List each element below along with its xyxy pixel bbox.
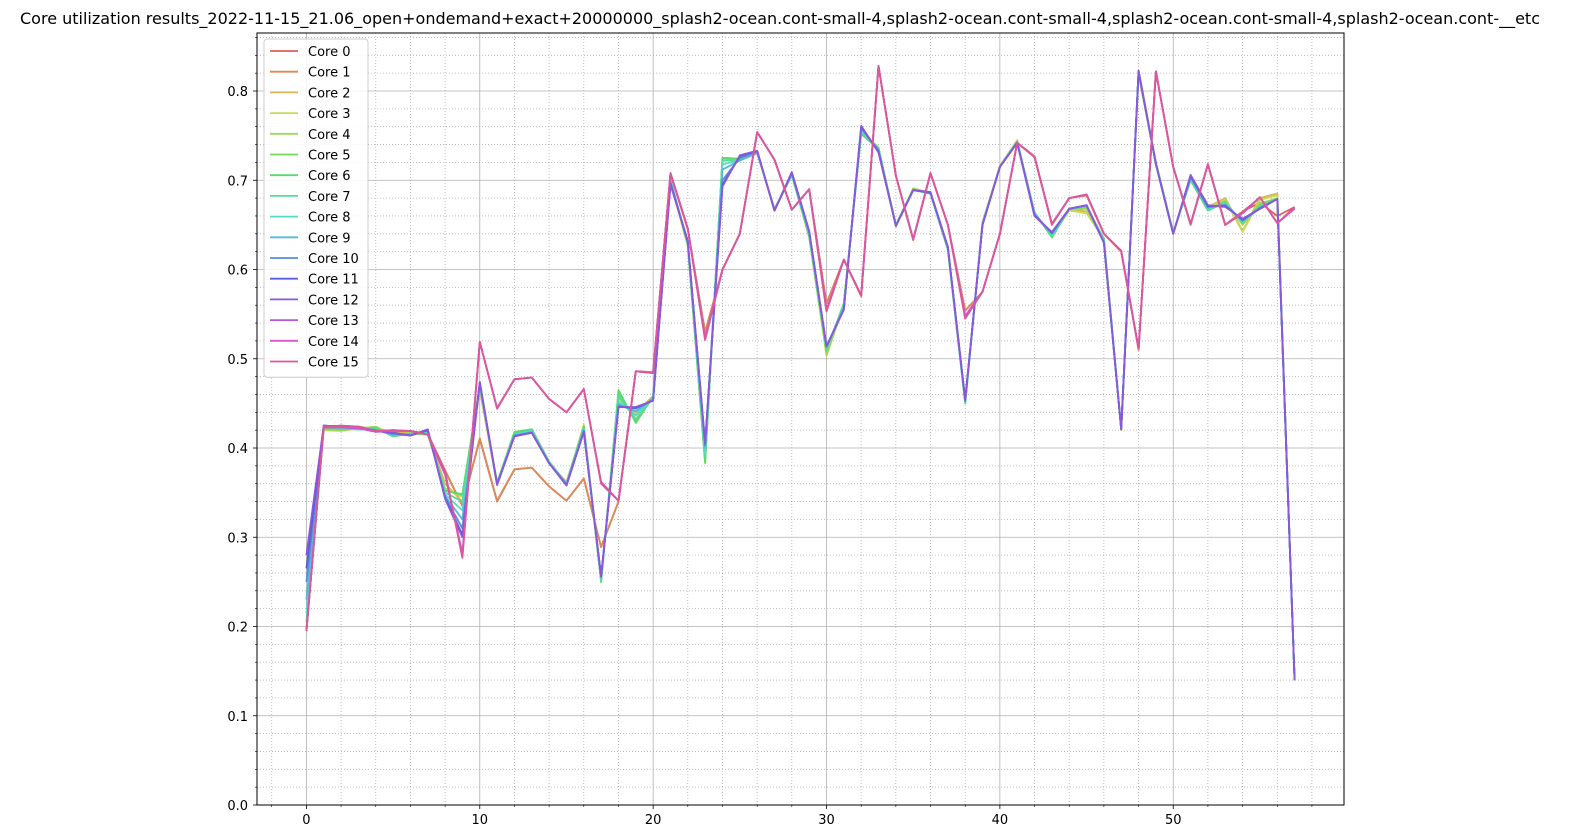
legend-label: Core 15 — [308, 356, 359, 371]
legend-label: Core 1 — [308, 66, 351, 81]
x-tick-label: 50 — [1165, 813, 1182, 828]
series-line-core-15 — [305, 65, 1296, 632]
legend-label: Core 3 — [308, 107, 351, 122]
major-grid — [257, 33, 1344, 806]
y-tick-label: 0.7 — [227, 174, 248, 189]
legend-label: Core 13 — [308, 314, 359, 329]
legend-label: Core 11 — [308, 273, 359, 288]
legend-label: Core 4 — [308, 128, 351, 143]
legend-label: Core 0 — [308, 45, 351, 60]
y-axis: 0.0 0.1 0.2 0.3 0.4 0.5 0.6 0.7 0.8 — [227, 37, 257, 814]
legend-label: Core 10 — [308, 252, 359, 267]
y-tick-label: 0.3 — [227, 531, 248, 546]
legend-label: Core 9 — [308, 231, 351, 246]
x-axis: 0 10 20 30 40 50 — [271, 805, 1313, 828]
y-tick-label: 0.8 — [227, 85, 248, 100]
series-line-core-2 — [305, 74, 1296, 681]
x-tick-label: 40 — [992, 813, 1009, 828]
legend-label: Core 12 — [308, 293, 359, 308]
series-line-core-4 — [305, 71, 1296, 681]
y-tick-label: 0.6 — [227, 264, 248, 279]
minor-grid — [257, 33, 1344, 805]
legend: Core 0 Core 1 Core 2 Core 3 Core 4 Core 5 Core… — [263, 38, 369, 378]
legend-label: Core 7 — [308, 190, 351, 205]
series-layer — [305, 65, 1296, 681]
plot-frame — [256, 32, 1345, 806]
legend-label: Core 5 — [308, 149, 351, 164]
legend-label: Core 6 — [308, 169, 351, 184]
y-tick-label: 0.0 — [227, 799, 248, 814]
y-tick-label: 0.2 — [227, 621, 248, 636]
legend-label: Core 2 — [308, 86, 351, 101]
legend-box — [263, 38, 369, 378]
legend-label: Core 8 — [308, 211, 351, 226]
x-tick-label: 30 — [818, 813, 835, 828]
x-tick-label: 0 — [302, 813, 310, 828]
series-line-core-0 — [305, 65, 1296, 632]
y-tick-label: 0.4 — [227, 442, 248, 457]
series-line-core-1 — [305, 65, 1296, 681]
series-line-core-13 — [305, 65, 1296, 632]
y-tick-label: 0.1 — [227, 710, 248, 725]
y-tick-label: 0.5 — [227, 353, 248, 368]
legend-label: Core 14 — [308, 335, 359, 350]
series-line-core-12 — [305, 69, 1296, 681]
chart-title: Core utilization results_2022-11-15_21.0… — [20, 9, 1540, 29]
series-line-core-14 — [305, 65, 1296, 632]
x-tick-label: 10 — [472, 813, 489, 828]
x-tick-label: 20 — [645, 813, 662, 828]
